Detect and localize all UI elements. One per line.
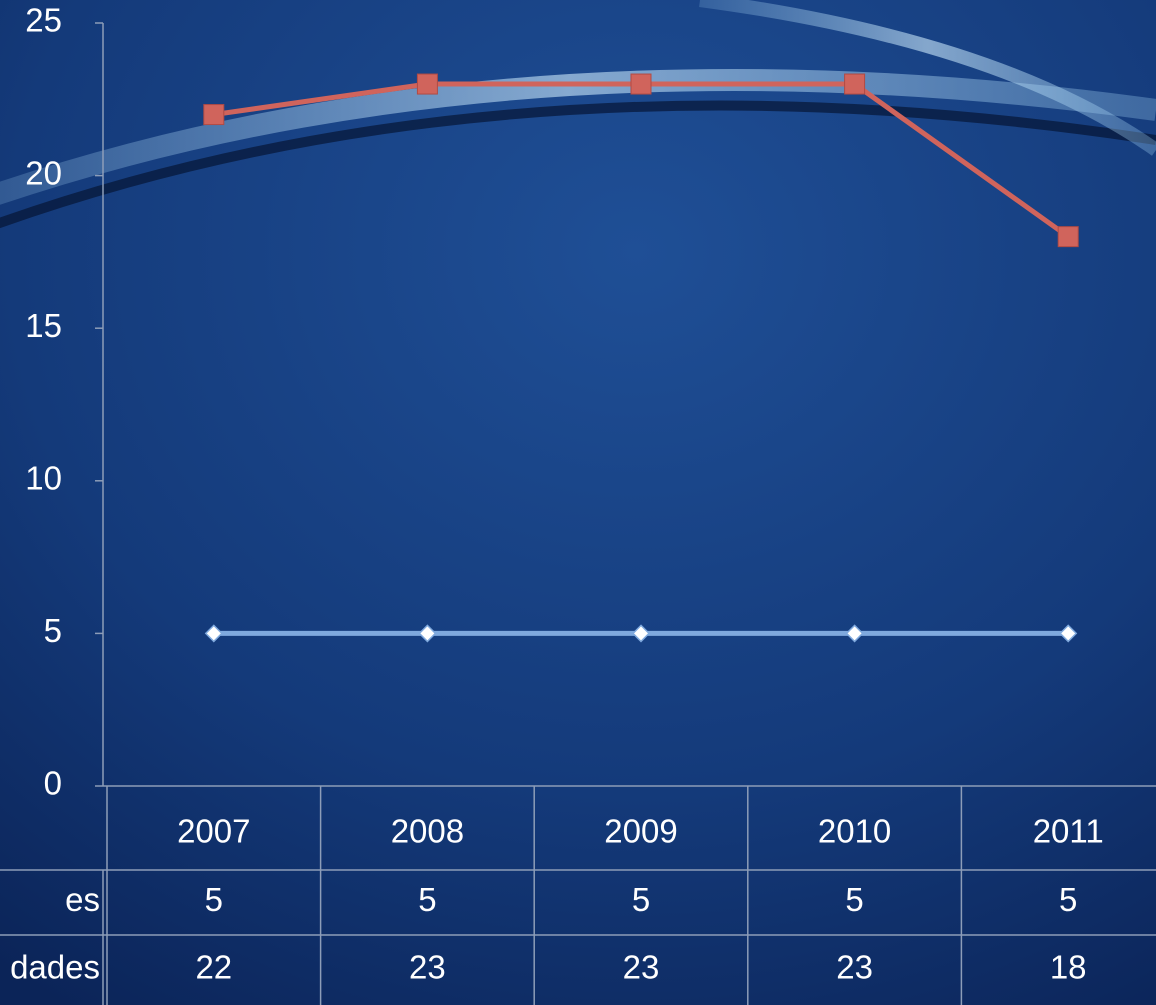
table-value: 5 bbox=[632, 881, 650, 918]
y-tick-label: 25 bbox=[25, 2, 62, 39]
legend-label: es bbox=[65, 881, 100, 918]
table-value: 5 bbox=[845, 881, 863, 918]
chart: 0 5 10 15 20 25 2007 2008 2009 2010 2011 es 5 5 5 5 5 dad… bbox=[0, 0, 1156, 1005]
x-tick-label: 2007 bbox=[177, 813, 250, 850]
marker bbox=[1058, 227, 1078, 247]
table-value: 23 bbox=[409, 949, 446, 986]
table-value: 5 bbox=[418, 881, 436, 918]
table-value: 22 bbox=[195, 949, 232, 986]
y-tick-label: 10 bbox=[25, 460, 62, 497]
x-tick-label: 2011 bbox=[1033, 813, 1104, 850]
y-tick-label: 20 bbox=[25, 154, 62, 191]
legend-label: dades bbox=[10, 949, 100, 986]
marker bbox=[417, 74, 437, 94]
marker bbox=[631, 74, 651, 94]
y-tick-label: 0 bbox=[44, 765, 62, 802]
page: 0 5 10 15 20 25 2007 2008 2009 2010 2011 es 5 5 5 5 5 dad… bbox=[0, 0, 1156, 1005]
x-tick-label: 2010 bbox=[818, 813, 891, 850]
marker bbox=[204, 105, 224, 125]
table-value: 23 bbox=[623, 949, 660, 986]
table-value: 5 bbox=[205, 881, 223, 918]
x-tick-label: 2008 bbox=[391, 813, 464, 850]
marker bbox=[845, 74, 865, 94]
table-value: 5 bbox=[1059, 881, 1077, 918]
y-tick-label: 5 bbox=[44, 612, 62, 649]
table-value: 23 bbox=[836, 949, 873, 986]
table-value: 18 bbox=[1050, 949, 1087, 986]
y-tick-label: 15 bbox=[25, 307, 62, 344]
x-tick-label: 2009 bbox=[604, 813, 677, 850]
